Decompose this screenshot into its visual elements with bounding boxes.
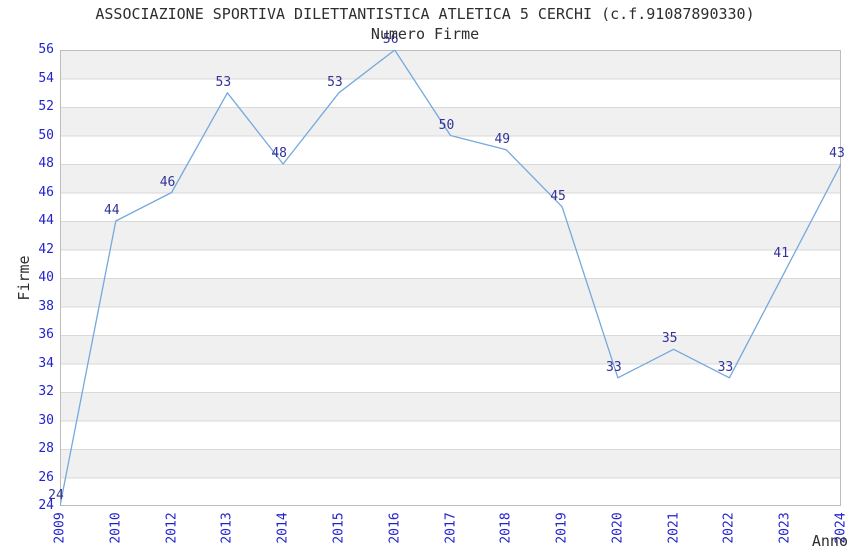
plot-band	[60, 249, 841, 278]
plot-band	[60, 192, 841, 221]
data-point-label: 56	[382, 32, 399, 47]
data-point-label: 43	[829, 146, 845, 161]
plot-band	[60, 335, 841, 364]
y-tick-label: 46	[38, 184, 54, 200]
x-tick-label: 2015	[331, 512, 347, 544]
y-tick-label: 42	[38, 241, 54, 257]
plot-band	[60, 221, 841, 250]
chart-subtitle: Numero Firme	[370, 25, 480, 43]
y-tick-label: 24	[38, 498, 54, 513]
plot-band	[60, 78, 841, 107]
x-tick-label: 2009	[52, 512, 68, 544]
data-point-label: 46	[159, 174, 176, 190]
data-point-label: 50	[438, 117, 455, 133]
data-point-label: 48	[271, 146, 287, 161]
data-point-label: 53	[327, 74, 343, 90]
plot-band	[60, 164, 841, 193]
x-tick-label: 2017	[443, 512, 458, 544]
x-tick-label: 2022	[721, 512, 737, 544]
chart-title: ASSOCIAZIONE SPORTIVA DILETTANTISTICA AT…	[95, 5, 755, 23]
plot-band	[60, 420, 841, 449]
x-tick-label: 2016	[387, 512, 403, 544]
data-point-label: 35	[661, 331, 678, 347]
y-tick-label: 48	[38, 156, 54, 171]
x-tick-label: 2010	[108, 512, 124, 544]
plot-band	[60, 392, 841, 421]
data-point-label: 44	[103, 203, 120, 218]
x-tick-label: 2020	[610, 512, 626, 544]
y-tick-label: 56	[38, 42, 54, 57]
plot-bands	[60, 50, 841, 506]
y-tick-label: 38	[38, 298, 54, 314]
data-point-label: 53	[215, 74, 232, 90]
plot-svg	[59, 49, 842, 507]
data-point-label: 33	[606, 359, 622, 375]
x-tick-label: 2018	[498, 512, 514, 544]
x-tick-label: 2023	[777, 512, 793, 544]
series-line	[59, 49, 842, 507]
plot-band	[60, 449, 841, 478]
plot-border	[60, 50, 841, 506]
y-tick-label: 34	[38, 355, 54, 371]
x-axis-title: Anno	[811, 532, 848, 550]
plot-band	[60, 306, 841, 335]
y-tick-label: 26	[38, 469, 54, 485]
y-tick-label: 50	[38, 127, 54, 143]
data-point-label: 33	[717, 359, 734, 375]
y-tick-label: 54	[38, 70, 54, 86]
x-tick-label: 2014	[275, 512, 291, 544]
y-tick-label: 40	[38, 270, 54, 285]
plot-band	[60, 50, 841, 79]
y-tick-label: 44	[38, 213, 54, 228]
plot-band	[60, 107, 841, 136]
y-tick-label: 28	[38, 441, 54, 456]
y-tick-label: 36	[38, 327, 54, 342]
y-tick-label: 30	[38, 412, 54, 428]
data-point-label: 49	[494, 131, 511, 147]
x-tick-label: 2021	[666, 512, 682, 544]
data-point-label: 41	[773, 245, 790, 261]
y-axis-title: Firme	[15, 255, 33, 301]
x-tick-label: 2013	[219, 512, 235, 544]
plot-band	[60, 135, 841, 164]
plot-area	[59, 49, 842, 507]
y-tick-label: 52	[38, 99, 54, 114]
plot-band	[60, 477, 841, 506]
x-tick-label: 2019	[554, 512, 570, 544]
data-point-label: 24	[48, 488, 64, 503]
y-tick-label: 32	[38, 384, 54, 399]
plot-band	[60, 278, 841, 307]
data-point-label: 45	[550, 188, 566, 204]
x-tick-label: 2012	[164, 512, 180, 544]
